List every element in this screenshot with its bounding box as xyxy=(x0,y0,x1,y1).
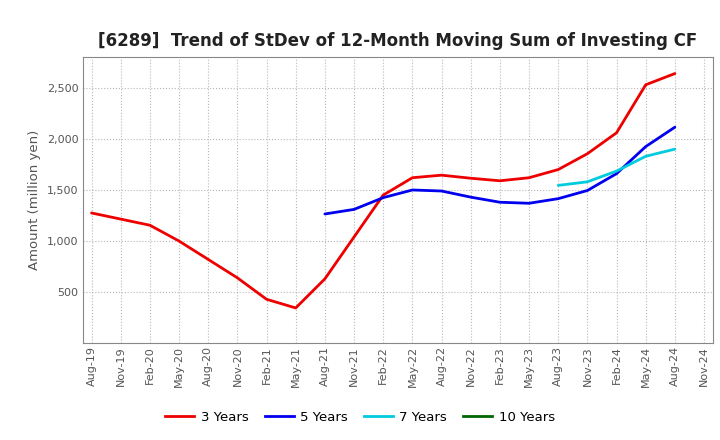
3 Years xyxy=(525,175,534,180)
3 Years xyxy=(350,235,359,240)
3 Years xyxy=(583,151,592,156)
3 Years xyxy=(642,82,650,88)
5 Years xyxy=(525,201,534,206)
5 Years xyxy=(554,196,562,202)
Title: [6289]  Trend of StDev of 12-Month Moving Sum of Investing CF: [6289] Trend of StDev of 12-Month Moving… xyxy=(98,32,698,50)
3 Years xyxy=(612,130,621,136)
3 Years xyxy=(117,216,125,222)
Line: 3 Years: 3 Years xyxy=(91,73,675,308)
5 Years xyxy=(379,195,387,200)
7 Years xyxy=(642,154,650,159)
3 Years xyxy=(87,210,96,216)
5 Years xyxy=(612,171,621,176)
7 Years xyxy=(612,169,621,174)
Line: 5 Years: 5 Years xyxy=(325,127,675,214)
5 Years xyxy=(583,188,592,193)
3 Years xyxy=(145,223,154,228)
3 Years xyxy=(467,176,475,181)
3 Years xyxy=(379,192,387,198)
3 Years xyxy=(204,257,212,262)
5 Years xyxy=(408,187,417,193)
5 Years xyxy=(642,144,650,149)
3 Years xyxy=(437,172,446,178)
5 Years xyxy=(350,207,359,212)
5 Years xyxy=(495,200,504,205)
3 Years xyxy=(292,305,300,311)
3 Years xyxy=(670,71,679,76)
3 Years xyxy=(408,175,417,180)
7 Years xyxy=(670,147,679,152)
5 Years xyxy=(467,194,475,200)
Line: 7 Years: 7 Years xyxy=(558,149,675,185)
Legend: 3 Years, 5 Years, 7 Years, 10 Years: 3 Years, 5 Years, 7 Years, 10 Years xyxy=(160,405,560,429)
3 Years xyxy=(320,276,329,282)
3 Years xyxy=(233,275,242,280)
3 Years xyxy=(175,238,184,244)
5 Years xyxy=(437,188,446,194)
Y-axis label: Amount (million yen): Amount (million yen) xyxy=(29,130,42,270)
7 Years xyxy=(583,179,592,184)
3 Years xyxy=(262,297,271,302)
5 Years xyxy=(320,211,329,216)
5 Years xyxy=(670,125,679,130)
3 Years xyxy=(495,178,504,183)
7 Years xyxy=(554,183,562,188)
3 Years xyxy=(554,167,562,172)
